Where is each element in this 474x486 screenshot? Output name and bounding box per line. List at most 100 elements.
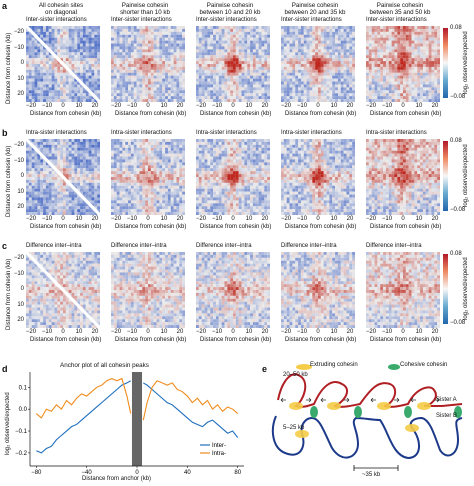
heatmap-xtick: 20 [176, 329, 184, 335]
heatmap-xtick: −10 [126, 329, 138, 335]
column-title-5: Pairwise cohesin between 35 and 50 kb [369, 2, 431, 16]
heatmap-xtick: 20 [431, 216, 439, 222]
heatmap-xtick: −20 [280, 103, 292, 109]
colorbar-min: −0.08 [450, 207, 466, 213]
heatmap-xtick: 10 [75, 216, 83, 222]
heatmap-xlabel: Distance from cohesin (kb) [200, 224, 272, 230]
heatmap-xtick: −20 [110, 329, 122, 335]
heatmap-ytick: 10 [17, 188, 24, 195]
heatmap-xlabel: Distance from cohesin (kb) [370, 337, 442, 343]
heatmap-xtick: 20 [91, 216, 99, 222]
extruding-cohesin [327, 402, 341, 410]
heatmap-xtick: 0 [316, 216, 320, 222]
heatmap-xtick: 10 [75, 103, 83, 109]
heatmap-r3-c4 [281, 252, 355, 328]
heatmap-ytick: −10 [13, 270, 24, 277]
heatmap-xtick: 20 [431, 103, 439, 109]
heatmap-xlabel: Distance from cohesin (kb) [30, 224, 102, 230]
heatmap-xlabel: Distance from cohesin (kb) [30, 111, 102, 117]
y-tick-label: −0.1 [15, 429, 28, 435]
heatmap-xtick: −10 [381, 216, 393, 222]
colorbar-max: 0.08 [450, 25, 462, 31]
anchor-plot-title: Anchor plot of all cohesin peaks [60, 362, 149, 369]
series-line-intra [35, 377, 132, 419]
colorbar [443, 141, 448, 211]
row-c-subtitle-2: Difference inter–intra [111, 243, 167, 249]
row-a-subtitle-3: Inter-sister interactions [196, 17, 257, 23]
row-c-subtitle-5: Difference inter–intra [366, 243, 422, 249]
heatmap-xtick: −20 [110, 103, 122, 109]
row-a-subtitle-4: Inter-sister interactions [281, 17, 342, 23]
heatmap-ytick: 10 [17, 301, 24, 308]
colorbar-max: 0.08 [450, 251, 462, 257]
heatmap-xtick: −10 [126, 103, 138, 109]
extruding-cohesin [289, 402, 303, 410]
colorbar-max: 0.08 [450, 138, 462, 144]
heatmap-xtick: 10 [245, 216, 253, 222]
heatmap-xtick: −10 [296, 216, 308, 222]
heatmap-ytick: 10 [17, 75, 24, 82]
row-b-subtitle-3: Intra-sister interactions [196, 130, 257, 136]
row-b-subtitle-2: Intra-sister interactions [111, 130, 172, 136]
heatmap-xtick: 10 [245, 103, 253, 109]
y-tick-label: 0.0 [19, 407, 28, 413]
heatmap-xtick: −10 [41, 329, 53, 335]
heatmap-xtick: 20 [176, 216, 184, 222]
spacing-label: ~35 kb [362, 472, 381, 478]
cohesin-loop-diagram [271, 364, 463, 471]
heatmap-r2-c2 [111, 139, 185, 215]
panel-letter-d: d [2, 364, 8, 374]
x-tick-label: −40 [82, 470, 93, 476]
panel-letter-e: e [262, 364, 268, 374]
row-c-subtitle-3: Difference inter–intra [196, 243, 252, 249]
x-tick-label: 40 [184, 470, 191, 476]
heatmap-xlabel: Distance from cohesin (kb) [370, 111, 442, 117]
series-line-inter [36, 380, 131, 454]
row-a-subtitle-5: Inter-sister interactions [366, 17, 427, 23]
legend-label: Intra- [212, 451, 226, 457]
x-tick-label: −80 [31, 470, 42, 476]
heatmap-xtick: 10 [415, 216, 423, 222]
extruding-cohesin-legend: Extruding cohesin [310, 362, 358, 368]
heatmap-xtick: 0 [231, 103, 235, 109]
heatmap-xtick: 20 [176, 103, 184, 109]
heatmap-xlabel: Distance from cohesin (kb) [285, 224, 357, 230]
heatmap-xtick: 10 [160, 216, 168, 222]
anchor-plot-xlabel: Distance from anchor (kb) [82, 476, 152, 482]
heatmap-xlabel: Distance from cohesin (kb) [200, 337, 272, 343]
heatmap-xtick: −10 [41, 103, 53, 109]
heatmap-ytick: 0 [20, 286, 24, 292]
heatmap-xtick: 0 [146, 329, 150, 335]
x-tick-label: 80 [234, 470, 241, 476]
heatmap-xlabel: Distance from cohesin (kb) [200, 111, 272, 117]
heatmap-xtick: −20 [25, 329, 37, 335]
heatmap-r1-c5 [366, 26, 440, 102]
heatmap-xlabel: Distance from cohesin (kb) [115, 111, 187, 117]
colorbar-min: −0.08 [450, 320, 466, 326]
cohesive-cohesin-legend: Cohesive cohesin [400, 362, 448, 368]
heatmap-xtick: −20 [195, 329, 207, 335]
row-c-subtitle-1: Difference inter–intra [26, 243, 82, 249]
heatmap-xtick: −10 [296, 329, 308, 335]
heatmap-xtick: 10 [330, 329, 338, 335]
heatmap-xtick: 0 [401, 216, 405, 222]
heatmap-xtick: −20 [365, 329, 377, 335]
heatmap-xtick: 20 [91, 329, 99, 335]
heatmap-xtick: −20 [110, 216, 122, 222]
cohesive-cohesin [454, 406, 462, 418]
heatmap-xtick: 0 [61, 103, 65, 109]
series-line-intra [142, 380, 239, 421]
heatmap-r2-c3 [196, 139, 270, 215]
cohesive-cohesin-legend-swatch [388, 364, 400, 370]
heatmap-xtick: −20 [195, 216, 207, 222]
heatmap-ytick: −10 [13, 44, 24, 51]
heatmap-xtick: 0 [401, 329, 405, 335]
heatmap-ytick: 20 [17, 91, 24, 97]
heatmap-xtick: 0 [146, 216, 150, 222]
x-tick-label: 0 [135, 470, 139, 476]
heatmap-xtick: −20 [280, 216, 292, 222]
heatmap-ytick: 0 [20, 173, 24, 179]
row-a-subtitle-2: Inter-sister interactions [111, 17, 172, 23]
heatmap-xlabel: Distance from cohesin (kb) [115, 224, 187, 230]
heatmap-xtick: 0 [231, 216, 235, 222]
